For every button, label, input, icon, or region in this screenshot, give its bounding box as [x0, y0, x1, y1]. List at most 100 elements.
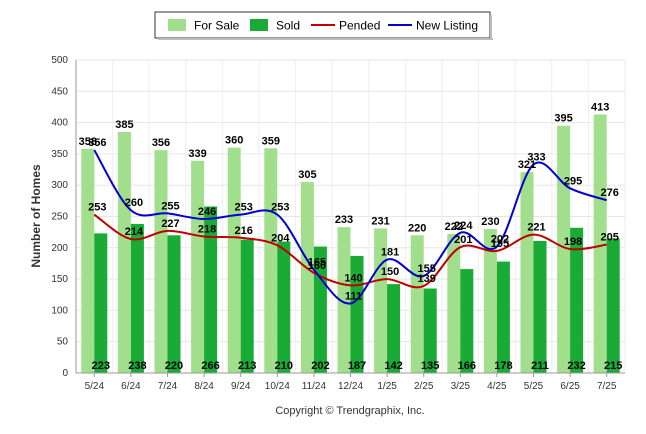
label-new-listing: 260 [125, 197, 143, 209]
label-pended: 150 [381, 266, 399, 278]
x-tick-label: 10/24 [265, 381, 290, 392]
label-for-sale: 359 [262, 135, 280, 147]
bar-sold [533, 240, 547, 373]
legend-label-pended: Pended [339, 19, 380, 33]
bar-for-sale [593, 114, 607, 373]
bar-for-sale [300, 182, 314, 373]
bar-sold [460, 269, 474, 373]
x-tick-label: 7/25 [597, 381, 617, 392]
label-pended: 253 [88, 202, 106, 214]
bar-for-sale [191, 160, 205, 373]
bar-for-sale [154, 150, 168, 373]
y-tick-label: 500 [51, 55, 68, 66]
bar-sold [204, 206, 218, 373]
bar-sold [167, 235, 181, 373]
bar-sold [277, 241, 291, 373]
axis-layer: 0 50 100 150 200 250 300 350 400 450 500 5/24 6/24 7/… [51, 55, 625, 392]
label-sold: 135 [421, 360, 439, 372]
legend-swatch-sold [250, 19, 268, 31]
legend-label-for-sale: For Sale [194, 19, 240, 33]
bar-sold [387, 284, 401, 373]
label-for-sale: 220 [408, 222, 426, 234]
label-for-sale: 395 [554, 113, 572, 125]
label-sold: 178 [494, 360, 512, 372]
y-tick-label: 350 [51, 149, 68, 160]
y-tick-label: 0 [62, 368, 68, 379]
bar-sold [94, 233, 108, 373]
bar-sold [240, 239, 254, 373]
label-for-sale: 358 [79, 136, 97, 148]
label-for-sale: 305 [298, 169, 316, 181]
label-new-listing: 356 [88, 137, 106, 149]
label-pended: 201 [454, 234, 472, 246]
label-sold: 213 [238, 360, 256, 372]
x-tick-label: 2/25 [414, 381, 434, 392]
label-pended: 227 [161, 218, 179, 230]
label-sold: 187 [348, 360, 366, 372]
label-sold: 220 [165, 360, 183, 372]
x-tick-label: 5/24 [85, 381, 105, 392]
bar-sold [130, 224, 144, 373]
label-pended: 139 [418, 273, 436, 285]
line-new-listing [93, 149, 608, 305]
label-pended: 160 [308, 260, 326, 272]
bar-sold [423, 288, 437, 373]
x-tick-label: 1/25 [377, 381, 397, 392]
bar-sold [570, 227, 584, 373]
label-for-sale: 385 [115, 119, 133, 131]
label-sold: 232 [567, 360, 585, 372]
label-sold: 210 [275, 360, 293, 372]
label-for-sale: 321 [518, 159, 536, 171]
label-new-listing: 181 [381, 247, 399, 259]
label-for-sale: 356 [152, 137, 170, 149]
legend-shadow [158, 38, 493, 40]
legend-shadow [490, 15, 492, 40]
legend: For Sale Sold Pended New Listing [154, 11, 493, 40]
x-tick-label: 7/24 [158, 381, 178, 392]
label-new-listing: 295 [564, 175, 582, 187]
bar-for-sale [374, 228, 388, 373]
bar-for-sale [557, 125, 571, 373]
label-sold: 266 [201, 360, 219, 372]
x-tick-label: 4/25 [487, 381, 507, 392]
label-sold: 142 [384, 360, 402, 372]
label-new-listing: 224 [454, 220, 473, 232]
line-pended [93, 213, 607, 289]
label-for-sale: 413 [591, 101, 609, 113]
label-sold: 223 [92, 360, 110, 372]
label-for-sale: 339 [188, 148, 206, 160]
label-new-listing: 333 [527, 152, 545, 164]
label-pended: 218 [198, 224, 216, 236]
label-new-listing: 165 [308, 257, 326, 269]
x-tick-label: 6/24 [121, 381, 141, 392]
label-new-listing: 246 [198, 206, 216, 218]
y-tick-label: 250 [51, 212, 68, 223]
label-pended: 205 [601, 232, 619, 244]
legend-label-new-listing: New Listing [416, 19, 478, 33]
y-axis-title: Number of Homes [29, 164, 43, 268]
x-tick-label: 11/24 [302, 381, 327, 392]
bar-sold [606, 238, 620, 373]
y-tick-label: 300 [51, 180, 68, 191]
x-tick-label: 8/24 [194, 381, 214, 392]
label-sold: 211 [531, 360, 549, 372]
label-new-listing: 202 [491, 234, 509, 246]
bar-for-sale [264, 148, 278, 373]
bar-for-sale [227, 147, 241, 373]
y-tick-label: 150 [51, 274, 68, 285]
label-for-sale: 222 [445, 221, 463, 233]
label-for-sale: 230 [481, 216, 499, 228]
label-pended: 204 [271, 232, 290, 244]
label-new-listing: 276 [601, 187, 619, 199]
bar-for-sale [483, 229, 497, 373]
legend-label-sold: Sold [276, 19, 300, 33]
x-tick-label: 12/24 [338, 381, 363, 392]
x-tick-label: 5/25 [524, 381, 544, 392]
footer-copyright: Copyright © Trendgraphix, Inc. [275, 405, 424, 417]
y-tick-label: 400 [51, 118, 68, 129]
label-for-sale: 360 [225, 135, 243, 147]
label-new-listing: 111 [345, 291, 362, 303]
label-sold: 238 [128, 360, 146, 372]
